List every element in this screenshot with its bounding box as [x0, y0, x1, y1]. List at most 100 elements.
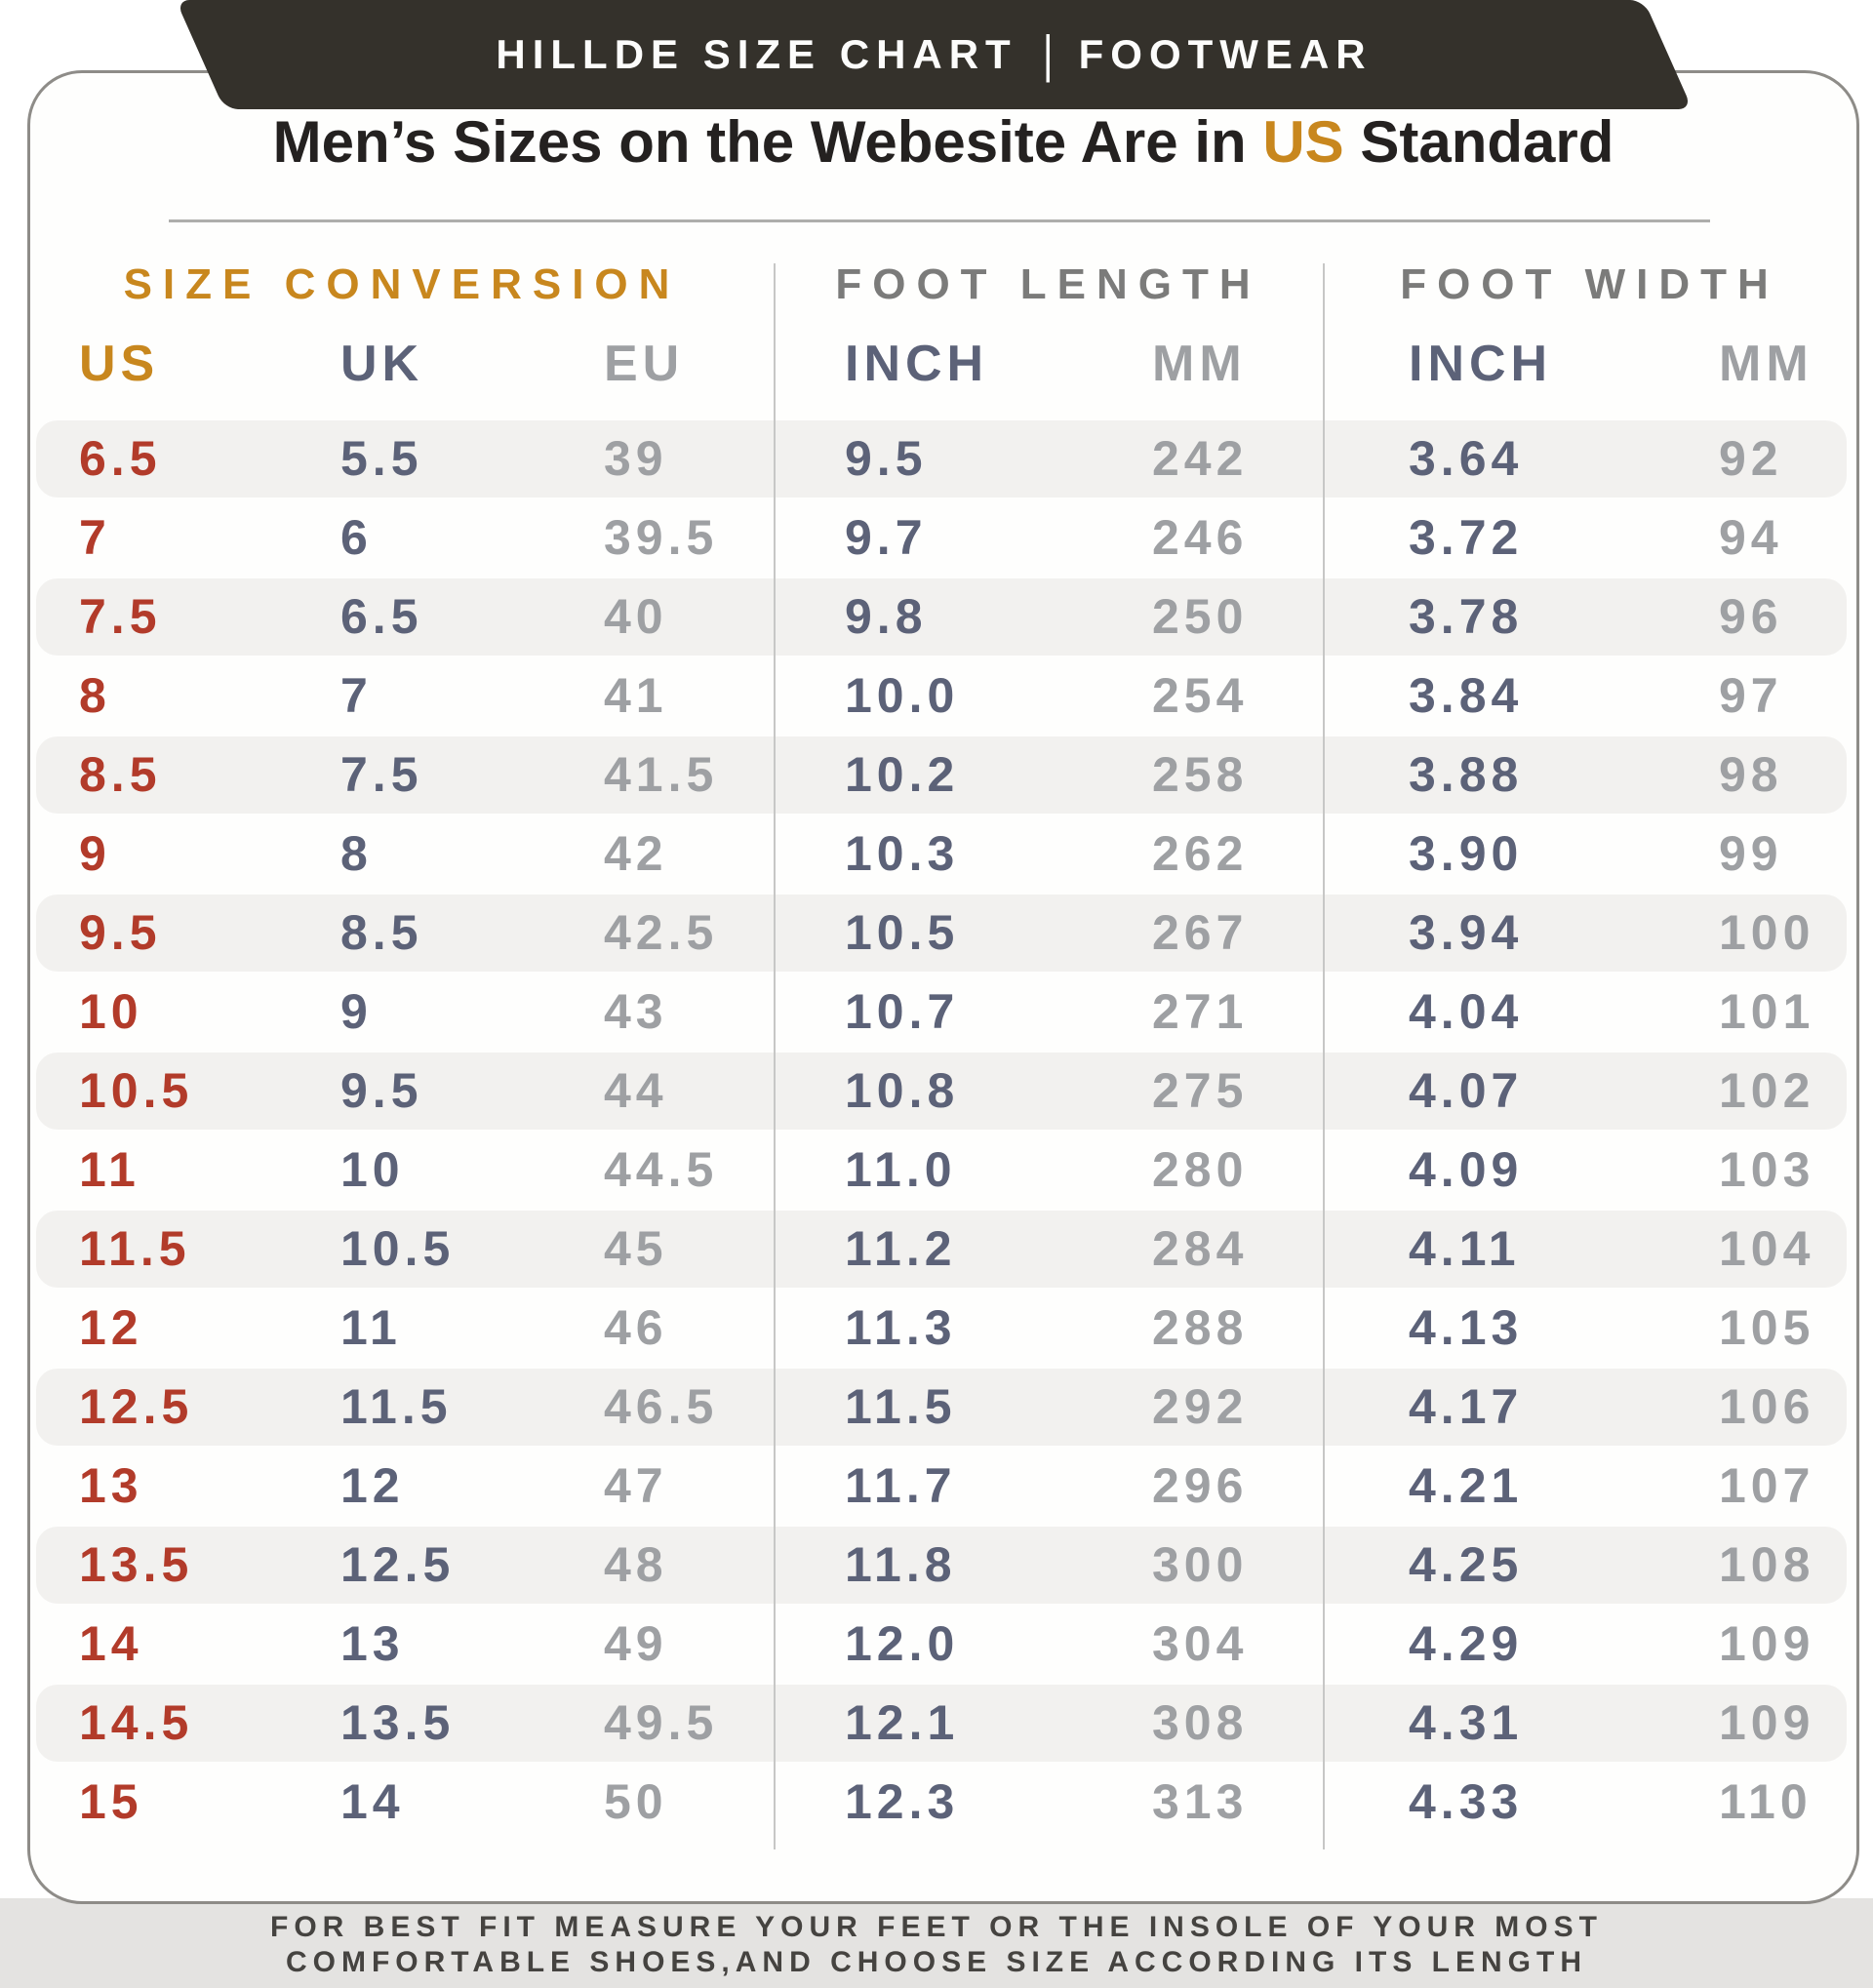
table-cell-eu: 49.5: [604, 1694, 719, 1750]
table-cell-width-inch: 4.29: [1409, 1615, 1524, 1671]
table-cell-length-mm: 246: [1152, 509, 1249, 565]
table-cell-eu: 41: [604, 667, 668, 723]
column-header-uk: UK: [340, 336, 424, 392]
table-cell-us: 13.5: [79, 1536, 194, 1592]
table-cell-us: 8.5: [79, 746, 162, 802]
table-cell-us: 6.5: [79, 430, 162, 486]
table-cell-length-inch: 10.2: [845, 746, 960, 802]
table-cell-length-mm: 280: [1152, 1141, 1249, 1197]
table-cell-width-mm: 110: [1719, 1773, 1813, 1829]
table-row: 10 9 43 10.7 271 4.04 101: [30, 973, 1856, 1052]
table-cell-length-inch: 10.3: [845, 825, 960, 881]
table-cell-length-mm: 250: [1152, 588, 1249, 644]
table-row: 13.5 12.5 48 11.8 300 4.25 108: [30, 1526, 1856, 1605]
table-cell-uk: 11.5: [340, 1378, 453, 1434]
table-row: 12.5 11.5 46.5 11.5 292 4.17 106: [30, 1368, 1856, 1447]
table-cell-width-mm: 103: [1719, 1141, 1815, 1197]
table-cell-us: 9: [79, 825, 111, 881]
table-cell-us: 8: [79, 667, 111, 723]
table-cell-us: 11: [79, 1141, 140, 1197]
column-header-width-mm: MM: [1719, 336, 1813, 392]
table-cell-uk: 5.5: [340, 430, 423, 486]
table-cell-us: 10: [79, 983, 143, 1039]
title-divider-rule: [169, 219, 1710, 222]
table-cell-width-inch: 4.11: [1409, 1220, 1521, 1276]
table-cell-length-mm: 288: [1152, 1299, 1249, 1355]
table-cell-us: 7.5: [79, 588, 162, 644]
table-row: 6.5 5.5 39 9.5 242 3.64 92: [30, 419, 1856, 498]
section-header-foot-width: FOOT WIDTH: [1400, 260, 1779, 308]
column-header-width-inch: INCH: [1409, 336, 1553, 392]
table-cell-uk: 13: [340, 1615, 405, 1671]
table-cell-width-mm: 97: [1719, 667, 1783, 723]
size-table: 6.5 5.5 39 9.5 242 3.64 92 7 6 39.5 9.7 246 3.72 94 7.…: [30, 419, 1856, 1842]
table-cell-length-mm: 284: [1152, 1220, 1249, 1276]
table-cell-length-inch: 9.5: [845, 430, 928, 486]
table-cell-width-mm: 100: [1719, 904, 1815, 960]
header-banner-text: HILLDE SIZE CHART | FOOTWEAR: [200, 0, 1668, 109]
table-cell-width-inch: 3.72: [1409, 509, 1524, 565]
table-row: 15 14 50 12.3 313 4.33 110: [30, 1763, 1856, 1842]
table-cell-uk: 7: [340, 667, 373, 723]
table-row: 8 7 41 10.0 254 3.84 97: [30, 656, 1856, 736]
table-cell-width-inch: 3.94: [1409, 904, 1524, 960]
table-row: 9.5 8.5 42.5 10.5 267 3.94 100: [30, 894, 1856, 973]
table-cell-length-mm: 300: [1152, 1536, 1249, 1592]
title-suffix: Standard: [1343, 109, 1614, 175]
table-cell-width-mm: 101: [1719, 983, 1815, 1039]
table-cell-length-inch: 11.5: [845, 1378, 957, 1434]
banner-separator: |: [1042, 25, 1054, 83]
table-cell-length-inch: 10.5: [845, 904, 960, 960]
table-cell-length-inch: 12.0: [845, 1615, 960, 1671]
table-cell-eu: 39: [604, 430, 668, 486]
footer-line-1: FOR BEST FIT MEASURE YOUR FEET OR THE IN…: [270, 1911, 1603, 1943]
table-cell-width-inch: 3.84: [1409, 667, 1524, 723]
table-cell-width-inch: 3.90: [1409, 825, 1524, 881]
column-header-length-mm: MM: [1152, 336, 1247, 392]
table-cell-eu: 46: [604, 1299, 668, 1355]
table-cell-eu: 48: [604, 1536, 668, 1592]
footer-line-2: COMFORTABLE SHOES,AND CHOOSE SIZE ACCORD…: [285, 1946, 1588, 1978]
table-cell-width-mm: 98: [1719, 746, 1783, 802]
table-cell-length-mm: 258: [1152, 746, 1249, 802]
table-cell-us: 14.5: [79, 1694, 194, 1750]
table-row: 12 11 46 11.3 288 4.13 105: [30, 1289, 1856, 1368]
table-cell-width-inch: 3.78: [1409, 588, 1524, 644]
table-cell-uk: 9: [340, 983, 373, 1039]
table-cell-eu: 42: [604, 825, 668, 881]
table-cell-length-inch: 11.0: [845, 1141, 957, 1197]
table-cell-uk: 12.5: [340, 1536, 456, 1592]
table-row: 8.5 7.5 41.5 10.2 258 3.88 98: [30, 736, 1856, 815]
table-cell-us: 15: [79, 1773, 143, 1829]
size-chart-card: Men’s Sizes on the Webesite Are in US St…: [27, 70, 1859, 1904]
table-cell-width-mm: 106: [1719, 1378, 1815, 1434]
table-cell-width-mm: 109: [1719, 1694, 1815, 1750]
table-cell-uk: 13.5: [340, 1694, 456, 1750]
table-cell-eu: 45: [604, 1220, 668, 1276]
table-cell-width-mm: 108: [1719, 1536, 1815, 1592]
table-cell-width-mm: 104: [1719, 1220, 1815, 1276]
table-cell-length-mm: 271: [1152, 983, 1249, 1039]
table-cell-uk: 9.5: [340, 1062, 423, 1118]
table-cell-uk: 8: [340, 825, 373, 881]
table-cell-eu: 49: [604, 1615, 668, 1671]
table-cell-length-inch: 12.1: [845, 1694, 960, 1750]
table-cell-eu: 50: [604, 1773, 668, 1829]
table-cell-eu: 43: [604, 983, 668, 1039]
section-header-size-conversion: SIZE CONVERSION: [123, 260, 681, 308]
table-row: 14.5 13.5 49.5 12.1 308 4.31 109: [30, 1684, 1856, 1763]
table-cell-eu: 42.5: [604, 904, 719, 960]
table-cell-us: 11.5: [79, 1220, 191, 1276]
table-cell-uk: 11: [340, 1299, 402, 1355]
table-cell-width-mm: 105: [1719, 1299, 1815, 1355]
table-cell-width-inch: 4.21: [1409, 1457, 1524, 1513]
table-cell-width-inch: 4.09: [1409, 1141, 1524, 1197]
table-row: 7 6 39.5 9.7 246 3.72 94: [30, 498, 1856, 577]
table-cell-us: 12: [79, 1299, 143, 1355]
table-cell-width-mm: 94: [1719, 509, 1783, 565]
table-cell-length-mm: 292: [1152, 1378, 1249, 1434]
table-cell-eu: 44.5: [604, 1141, 719, 1197]
table-cell-uk: 8.5: [340, 904, 423, 960]
table-cell-eu: 39.5: [604, 509, 719, 565]
table-cell-width-inch: 4.25: [1409, 1536, 1524, 1592]
